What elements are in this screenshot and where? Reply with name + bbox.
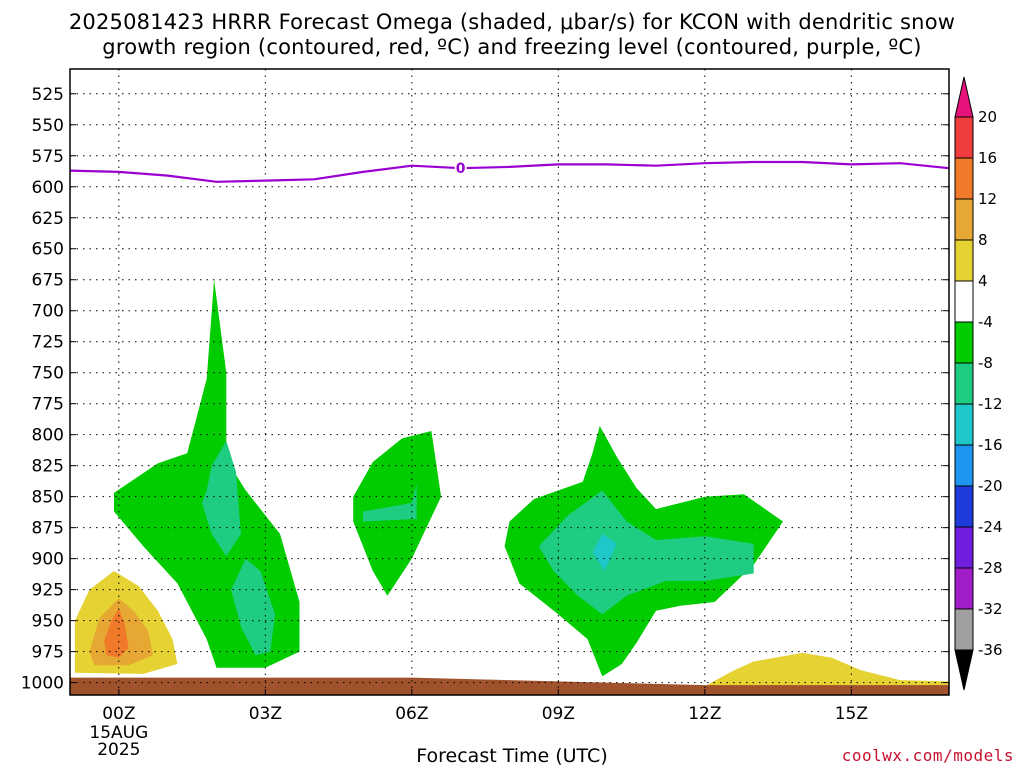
freezing-level-label: 0 — [456, 161, 466, 177]
colorbar-label-2: 12 — [978, 190, 997, 208]
xtick-sublabel-1: 2025 — [97, 740, 140, 760]
colorbar-band-10 — [954, 485, 974, 528]
xtick-sublabel-0: 15AUG — [89, 723, 148, 743]
colorbar-band-13 — [954, 608, 974, 651]
omega-region-4 — [363, 484, 417, 522]
colorbar-bottom-arrow — [954, 649, 974, 691]
grid-lines — [70, 69, 949, 695]
chart-title-line2: growth region (contoured, red, ºC) and f… — [102, 35, 922, 59]
ytick-label-750: 750 — [32, 364, 64, 384]
xtick-label-03Z: 03Z — [249, 704, 282, 724]
colorbar-label-4: 4 — [978, 272, 988, 290]
colorbar-label-6: -8 — [978, 354, 993, 372]
ytick-label-675: 675 — [32, 271, 64, 291]
colorbar-band-12 — [954, 567, 974, 610]
xtick-label-00Z: 00Z — [102, 704, 135, 724]
colorbar-label-7: -12 — [978, 395, 1003, 413]
colorbar-label-10: -24 — [978, 518, 1003, 536]
colorbar-band-6 — [954, 321, 974, 364]
omega-shading — [74, 279, 949, 689]
freezing-level-contour: 0 — [69, 159, 950, 183]
ytick-label-850: 850 — [32, 488, 64, 508]
colorbar-band-3 — [954, 198, 974, 241]
xtick-label-06Z: 06Z — [395, 704, 428, 724]
omega-region-7 — [592, 533, 617, 571]
ytick-label-725: 725 — [32, 333, 64, 353]
omega-region-11 — [704, 652, 949, 689]
colorbar-label-5: -4 — [978, 313, 993, 331]
ytick-label-625: 625 — [32, 209, 64, 229]
ytick-label-600: 600 — [32, 178, 64, 198]
ytick-label-1000: 1000 — [21, 674, 64, 694]
colorbar-label-12: -32 — [978, 600, 1003, 618]
pressure-axis: 525 550 575 600 625 650 675 700 725 750 775 800 825 8… — [21, 85, 949, 694]
x-axis-label: Forecast Time (UTC) — [416, 745, 608, 767]
freezing-level-line — [69, 160, 950, 183]
colorbar-top-arrow — [954, 76, 974, 118]
colorbar-band-8 — [954, 403, 974, 446]
ytick-label-650: 650 — [32, 240, 64, 260]
ytick-label-700: 700 — [32, 302, 64, 322]
omega-region-1 — [201, 440, 241, 557]
colorbar-band-7 — [954, 362, 974, 405]
colorbar-label-8: -16 — [978, 436, 1003, 454]
colorbar-label-0: 20 — [978, 108, 997, 126]
colorbar-label-1: 16 — [978, 149, 997, 167]
ytick-label-875: 875 — [32, 519, 64, 539]
ytick-label-550: 550 — [32, 116, 64, 136]
colorbar-band-4 — [954, 239, 974, 282]
chart-title-line1: 2025081423 HRRR Forecast Omega (shaded, … — [68, 10, 956, 34]
ytick-label-825: 825 — [32, 457, 64, 477]
ytick-label-925: 925 — [32, 581, 64, 601]
terrain-band — [70, 677, 949, 695]
omega-region-6 — [538, 490, 754, 615]
ytick-label-950: 950 — [32, 612, 64, 632]
source-credit[interactable]: coolwx.com/models — [841, 746, 1014, 765]
ytick-label-800: 800 — [32, 426, 64, 446]
colorbar-label-9: -20 — [978, 477, 1003, 495]
colorbar-band-11 — [954, 526, 974, 569]
xtick-label-09Z: 09Z — [542, 704, 575, 724]
colorbar: 20 16 12 8 4 -4 -8 -12 -16 -20 -24 -28 -32 -36 — [954, 76, 1003, 691]
ytick-label-975: 975 — [32, 643, 64, 663]
ytick-label-775: 775 — [32, 395, 64, 415]
ytick-label-900: 900 — [32, 550, 64, 570]
omega-region-2 — [231, 558, 276, 656]
freezing-level-label-bg — [454, 159, 467, 178]
xtick-label-12Z: 12Z — [688, 704, 721, 724]
ytick-label-575: 575 — [32, 147, 64, 167]
colorbar-label-13: -36 — [978, 641, 1003, 659]
terrain-layer — [70, 677, 949, 695]
colorbar-label-11: -28 — [978, 559, 1003, 577]
colorbar-band-1 — [954, 116, 974, 159]
colorbar-band-2 — [954, 157, 974, 200]
xtick-label-15Z: 15Z — [835, 704, 868, 724]
colorbar-label-3: 8 — [978, 231, 988, 249]
ytick-label-525: 525 — [32, 85, 64, 105]
colorbar-band-5 — [954, 280, 974, 323]
plot-frame — [69, 68, 950, 696]
colorbar-band-9 — [954, 444, 974, 487]
